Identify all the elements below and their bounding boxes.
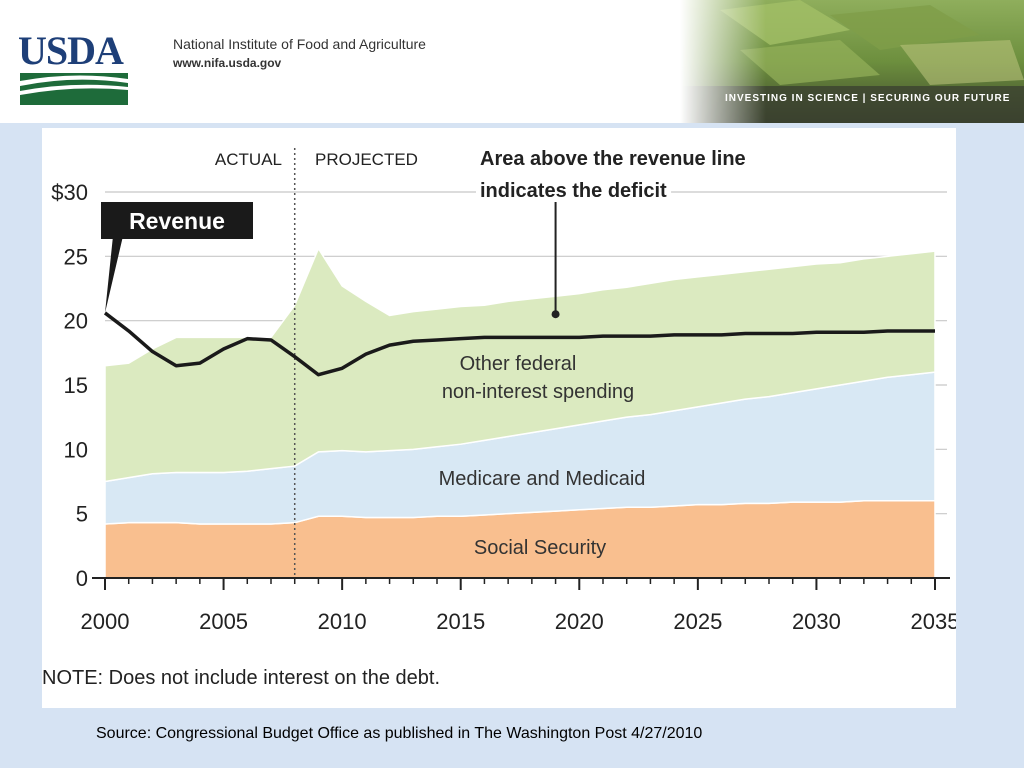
x-tick-label: 2035 xyxy=(911,609,956,634)
other-federal-label-line1: Other federal xyxy=(460,353,577,375)
header: USDA National Institute of Food and Agri… xyxy=(0,0,1024,123)
org-name: National Institute of Food and Agricultu… xyxy=(173,36,426,52)
x-tick-label: 2000 xyxy=(81,609,130,634)
annotation-line1: Area above the revenue line xyxy=(480,148,746,170)
y-tick-label: 15 xyxy=(64,373,88,398)
usda-field-icon xyxy=(20,73,128,105)
medicare-medicaid-label: Medicare and Medicaid xyxy=(439,468,646,490)
annotation-backdrop xyxy=(476,148,750,170)
actual-section-label: ACTUAL xyxy=(215,150,282,169)
social-security-label: Social Security xyxy=(474,537,606,559)
x-tick-label: 2010 xyxy=(318,609,367,634)
y-tick-label: $30 xyxy=(51,180,88,205)
revenue-line xyxy=(103,311,935,377)
x-tick-label: 2030 xyxy=(792,609,841,634)
banner-image xyxy=(680,0,1024,123)
x-tick-label: 2020 xyxy=(555,609,604,634)
other-federal-area xyxy=(104,246,936,483)
chart-panel: 0 5 10 15 20 25 $30 2000 2005 2010 2015 2020 2025 203… xyxy=(42,128,956,708)
y-tick-label: 20 xyxy=(64,309,88,334)
usda-logo: USDA xyxy=(18,27,130,105)
revenue-callout-pointer xyxy=(105,236,123,313)
revenue-callout-box xyxy=(101,202,253,239)
x-tick-label: 2005 xyxy=(199,609,248,634)
revenue-label: Revenue xyxy=(129,208,225,234)
projected-section-label: PROJECTED xyxy=(315,150,418,169)
source-citation: Source: Congressional Budget Office as p… xyxy=(96,725,703,742)
x-tick-label: 2025 xyxy=(673,609,722,634)
y-tick-label: 0 xyxy=(76,566,88,591)
x-tick-label: 2015 xyxy=(436,609,485,634)
annotation-line2: indicates the deficit xyxy=(480,180,667,202)
annotation-backdrop xyxy=(476,180,672,202)
usda-logo-text: USDA xyxy=(18,28,124,73)
org-url: www.nifa.usda.gov xyxy=(173,56,282,70)
annotation-pointer-dot xyxy=(551,310,560,319)
chart-note: NOTE: Does not include interest on the d… xyxy=(42,667,440,689)
other-federal-label-line2: non-interest spending xyxy=(442,381,634,403)
y-tick-label: 10 xyxy=(64,437,88,462)
y-tick-label: 5 xyxy=(76,502,88,527)
banner-tagline: INVESTING IN SCIENCE | SECURING OUR FUTU… xyxy=(725,93,1011,104)
y-tick-label: 25 xyxy=(64,244,88,269)
